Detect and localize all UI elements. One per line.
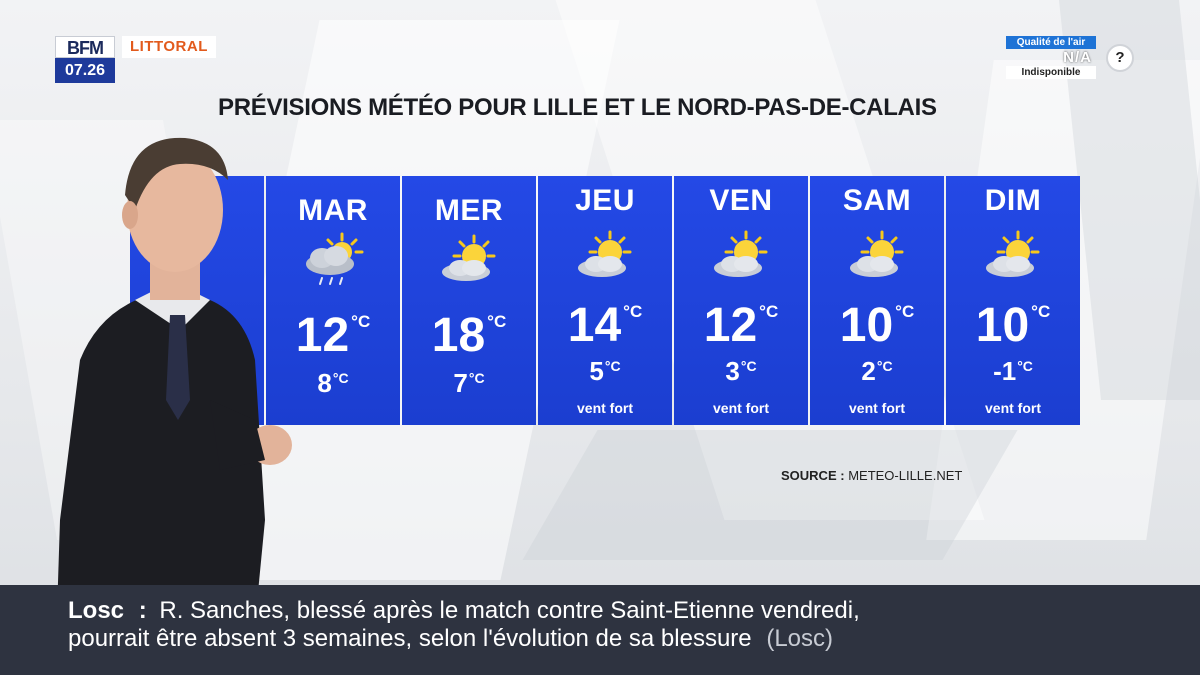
day-name: MAR	[298, 194, 368, 227]
temp-min: 2°C	[861, 356, 893, 386]
sun-cloud-icon	[986, 230, 1040, 277]
temp-min: -1°C	[993, 356, 1033, 386]
ticker-line-2: pourrait être absent 3 semaines, selon l…	[68, 625, 833, 653]
forecast-day-3: JEU 14 °C 5°C vent fort	[538, 176, 672, 425]
air-quality-widget: Qualité de l'air N/A Indisponible	[1006, 36, 1096, 79]
temp-max: 14 °C	[567, 299, 643, 352]
temp-min: 8°C	[317, 368, 349, 398]
forecast-day-4: VEN 12 °C 3°C vent fort	[674, 176, 808, 425]
temp-min: 7°C	[453, 368, 485, 398]
day-name: SAM	[842, 184, 912, 217]
ticker-line-1: Losc : R. Sanches, blessé après le match…	[68, 597, 860, 625]
presenter	[55, 137, 292, 675]
air-quality-value: N/A	[1063, 49, 1092, 66]
temp-max: 12 °C	[295, 309, 371, 362]
sun-cloud-icon	[442, 234, 496, 281]
temp-min: 3°C	[725, 356, 757, 386]
temp-max: 10 °C	[839, 299, 915, 352]
day-name: DIM	[984, 184, 1042, 217]
forecast-day-1: MAR 12 °C 8°C	[266, 176, 400, 425]
temp-max: 12 °C	[703, 299, 779, 352]
ticker-topic: Losc	[68, 597, 125, 624]
forecast-day-5: SAM 10 °C 2°C vent fort	[810, 176, 944, 425]
temp-max: 10 °C	[975, 299, 1051, 352]
air-quality-status: Indisponible	[1006, 66, 1096, 79]
forecast-title: PRÉVISIONS MÉTÉO POUR LILLE ET LE NORD-P…	[218, 94, 937, 121]
temp-max: 18 °C	[431, 309, 507, 362]
temp-min: 5°C	[589, 356, 621, 386]
forecast-day-2: MER 18 °C 7°C	[402, 176, 536, 425]
wind-note: vent fort	[985, 400, 1041, 416]
sun-cloud-rain-icon	[306, 232, 364, 285]
sun-cloud-icon	[578, 230, 632, 277]
source-value: METEO-LILLE.NET	[848, 468, 963, 483]
air-quality-label: Qualité de l'air	[1006, 36, 1096, 49]
wind-note: vent fort	[713, 400, 769, 416]
ticker-source: (Losc)	[766, 625, 834, 652]
source-label: SOURCE :	[781, 468, 845, 483]
broadcast-time: 07.26	[55, 58, 115, 83]
news-ticker: Losc : R. Sanches, blessé après le match…	[0, 585, 1200, 675]
region-tag: LITTORAL	[122, 36, 216, 58]
channel-logo-text: BFM	[55, 36, 115, 58]
ticker-text-2: pourrait être absent 3 semaines, selon l…	[68, 625, 752, 652]
forecast-day-6: DIM 10 °C -1°C vent fort	[946, 176, 1080, 425]
wind-note: vent fort	[849, 400, 905, 416]
channel-logo: BFM 07.26	[55, 36, 115, 83]
data-source: SOURCE : METEO-LILLE.NET	[781, 468, 962, 483]
day-name: VEN	[709, 184, 773, 217]
sun-cloud-icon	[714, 230, 768, 277]
bg-shadow	[522, 430, 1018, 560]
wind-note: vent fort	[577, 400, 633, 416]
day-name: JEU	[575, 184, 635, 217]
help-icon: ?	[1106, 44, 1134, 72]
ticker-text-1: R. Sanches, blessé après le match contre…	[159, 597, 860, 624]
sun-cloud-icon	[850, 230, 904, 277]
day-name: MER	[434, 194, 504, 227]
ticker-separator: :	[138, 597, 147, 624]
